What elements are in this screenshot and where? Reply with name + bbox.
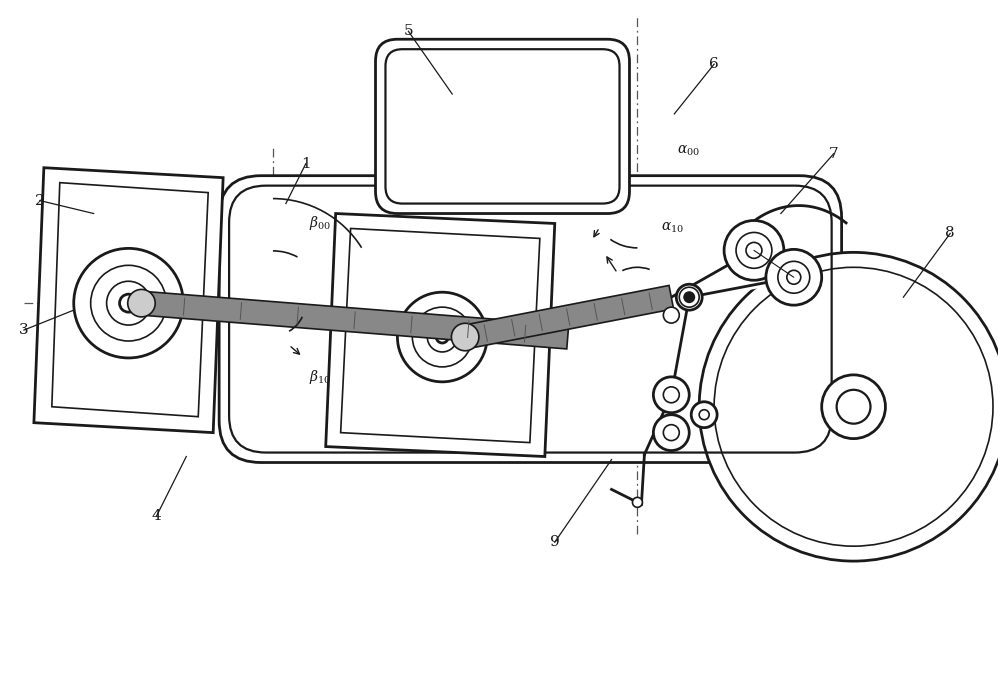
Text: $\alpha_{10}$: $\alpha_{10}$ (661, 221, 684, 235)
Circle shape (653, 377, 689, 413)
Polygon shape (141, 291, 569, 349)
Circle shape (663, 307, 679, 323)
Circle shape (683, 291, 695, 303)
Text: 5: 5 (404, 24, 413, 38)
Text: 4: 4 (152, 509, 161, 523)
Text: 8: 8 (945, 227, 955, 240)
Text: $\alpha_{00}$: $\alpha_{00}$ (677, 144, 700, 158)
FancyBboxPatch shape (219, 175, 842, 462)
Text: 3: 3 (19, 323, 29, 337)
Circle shape (766, 249, 822, 305)
Circle shape (632, 497, 642, 508)
Polygon shape (463, 286, 674, 349)
FancyBboxPatch shape (376, 39, 629, 214)
Circle shape (699, 252, 1000, 561)
Text: 1: 1 (301, 157, 311, 171)
Circle shape (451, 323, 479, 351)
Circle shape (128, 290, 155, 317)
Circle shape (653, 414, 689, 451)
Text: $\beta_{00}$: $\beta_{00}$ (309, 214, 331, 232)
Circle shape (676, 284, 702, 310)
Text: 6: 6 (709, 57, 719, 71)
Circle shape (822, 375, 885, 438)
Circle shape (837, 390, 870, 423)
Polygon shape (34, 168, 223, 433)
Circle shape (679, 287, 699, 307)
Text: 9: 9 (550, 535, 560, 549)
Text: 2: 2 (35, 194, 45, 208)
Circle shape (724, 221, 784, 280)
Text: $\beta_{10}$: $\beta_{10}$ (309, 368, 331, 386)
Circle shape (691, 402, 717, 427)
Text: 7: 7 (829, 147, 838, 161)
Polygon shape (326, 214, 555, 456)
